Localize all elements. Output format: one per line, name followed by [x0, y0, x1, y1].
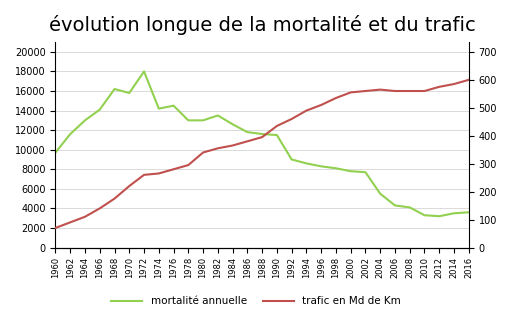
mortalité annuelle — [436, 214, 442, 218]
Legend: mortalité annuelle, trafic en Md de Km: mortalité annuelle, trafic en Md de Km — [107, 292, 405, 311]
mortalité annuelle — [237, 126, 243, 130]
trafic en Md de Km — [52, 226, 58, 230]
trafic en Md de Km — [67, 220, 73, 224]
Line: trafic en Md de Km: trafic en Md de Km — [55, 80, 469, 228]
mortalité annuelle — [348, 169, 354, 173]
trafic en Md de Km — [340, 93, 347, 97]
trafic en Md de Km — [466, 78, 472, 82]
mortalité annuelle — [466, 211, 472, 214]
Line: mortalité annuelle: mortalité annuelle — [55, 71, 469, 216]
trafic en Md de Km — [75, 218, 81, 221]
mortalité annuelle — [141, 70, 147, 73]
mortalité annuelle — [67, 132, 73, 136]
trafic en Md de Km — [229, 144, 236, 147]
trafic en Md de Km — [333, 96, 339, 100]
Title: évolution longue de la mortalité et du trafic: évolution longue de la mortalité et du t… — [49, 15, 476, 35]
trafic en Md de Km — [163, 169, 169, 173]
mortalité annuelle — [52, 151, 58, 154]
mortalité annuelle — [340, 168, 347, 172]
mortalité annuelle — [75, 125, 81, 129]
mortalité annuelle — [170, 104, 177, 108]
